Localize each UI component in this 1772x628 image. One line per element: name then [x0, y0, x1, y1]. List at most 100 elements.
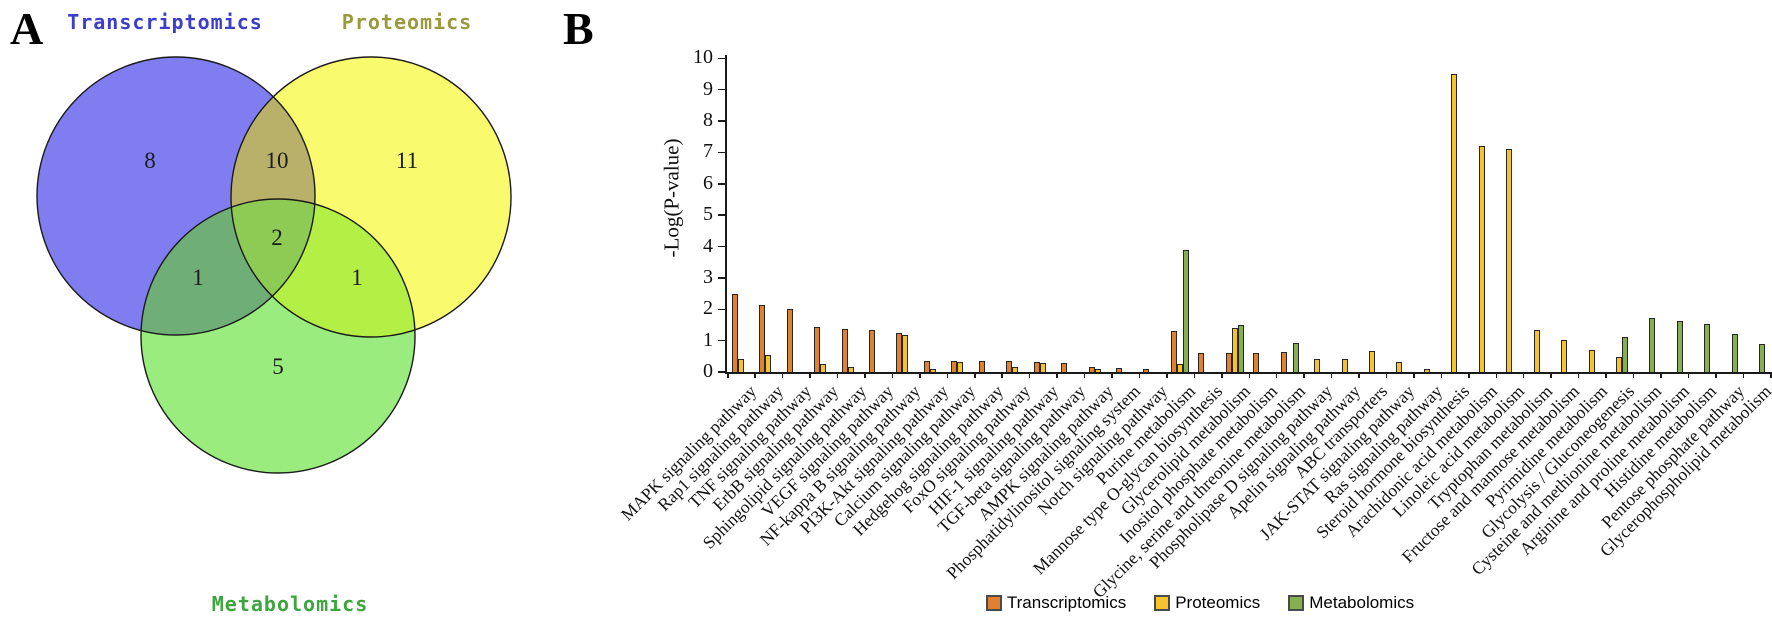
bar-transcriptomics [1006, 361, 1013, 372]
proteomics-swatch-icon [1154, 595, 1171, 611]
panel-b-label: B [563, 3, 594, 54]
bar-proteomics [1039, 363, 1046, 372]
bar-metabolomics [1704, 324, 1711, 372]
x-tick [754, 374, 756, 378]
bar-proteomics [1533, 330, 1540, 372]
x-tick [1303, 374, 1305, 378]
bar-transcriptomics [731, 294, 738, 372]
y-tick [718, 151, 726, 154]
bar-transcriptomics [1170, 331, 1177, 372]
bar-proteomics [1094, 369, 1101, 372]
y-tick [718, 277, 726, 279]
legend-label: Transcriptomics [1006, 593, 1127, 612]
venn-outline [140, 198, 416, 474]
bar-proteomics [1314, 359, 1321, 372]
venn-set-label-proteomics: Proteomics [342, 10, 472, 34]
y-tick [718, 339, 726, 342]
legend-item-proteomics: Proteomics [1154, 593, 1260, 613]
bar-metabolomics [1292, 343, 1299, 372]
x-tick [1221, 374, 1223, 378]
bar-metabolomics [1759, 344, 1766, 372]
x-tick [1385, 374, 1388, 378]
panel-a-label: A [10, 3, 44, 54]
bar-transcriptomics [1088, 367, 1095, 372]
bar-proteomics [737, 359, 744, 372]
x-tick [1550, 374, 1552, 378]
x-tick [836, 374, 839, 378]
bar-transcriptomics [1061, 363, 1068, 372]
venn-outline [36, 56, 316, 336]
y-tick [718, 214, 726, 216]
bar-proteomics [1012, 367, 1019, 372]
bar-transcriptomics [1143, 369, 1150, 372]
legend-label: Metabolomics [1309, 593, 1415, 612]
x-tick [1522, 374, 1525, 378]
x-tick [1660, 374, 1662, 378]
x-tick [1193, 374, 1196, 378]
venn-count-all-three: 2 [271, 225, 283, 250]
x-tick [1028, 374, 1031, 378]
y-tick [718, 57, 726, 60]
x-tick [1001, 374, 1003, 378]
x-tick [1577, 374, 1580, 378]
bar-proteomics [902, 335, 909, 372]
x-tick [1358, 374, 1360, 378]
x-tick [946, 374, 949, 378]
venn-count-proteomics-metabolomics: 1 [351, 265, 363, 290]
venn-overlap-transcriptomics-metabolomics [141, 199, 315, 335]
venn-count-proteomics-only: 11 [396, 148, 418, 173]
x-tick [727, 374, 729, 378]
x-tick [1495, 374, 1498, 378]
legend-label: Proteomics [1175, 593, 1261, 612]
bar-transcriptomics [786, 309, 793, 372]
bar-transcriptomics [1225, 353, 1232, 372]
transcriptomics-swatch-icon [985, 595, 1002, 611]
x-tick [1770, 374, 1772, 378]
venn-count-transcriptomics-only: 8 [144, 148, 156, 173]
venn-count-transcriptomics-metabolomics: 1 [192, 265, 204, 290]
y-tick-label: 6 [703, 171, 713, 194]
x-tick [1715, 374, 1717, 378]
x-tick [1330, 374, 1333, 378]
y-tick [718, 245, 726, 248]
bar-proteomics [1451, 74, 1458, 372]
bar-proteomics [1423, 369, 1430, 372]
venn-outline [230, 56, 512, 338]
x-tick [1687, 374, 1690, 378]
venn-set-label-metabolomics: Metabolomics [212, 592, 369, 616]
y-tick-label: 3 [703, 265, 713, 288]
venn-count-metabolomics-only: 5 [272, 354, 284, 379]
y-tick [718, 120, 726, 122]
x-tick [974, 374, 976, 378]
x-tick [1413, 374, 1415, 378]
bar-proteomics [820, 364, 827, 372]
bar-transcriptomics [1280, 352, 1287, 372]
venn-set-label-transcriptomics: Transcriptomics [67, 10, 263, 34]
y-tick-label: 7 [703, 140, 713, 163]
x-tick [1632, 374, 1635, 378]
y-axis-line [725, 55, 727, 374]
y-tick [718, 183, 726, 185]
bar-transcriptomics [978, 361, 985, 372]
bar-proteomics [1506, 149, 1513, 372]
bar-proteomics [1396, 362, 1403, 372]
bar-transcriptomics [951, 361, 958, 372]
bar-proteomics [847, 367, 854, 372]
venn-count-transcriptomics-proteomics: 10 [266, 148, 289, 173]
bar-transcriptomics [1198, 353, 1205, 372]
bar-transcriptomics [841, 329, 848, 372]
bar-transcriptomics [1033, 362, 1040, 372]
x-tick [1742, 374, 1745, 378]
x-tick [781, 374, 784, 378]
bar-transcriptomics [1253, 353, 1260, 372]
bar-proteomics [1369, 351, 1375, 372]
bar-metabolomics [1237, 325, 1244, 372]
x-tick [864, 374, 866, 378]
bar-metabolomics [1731, 334, 1738, 372]
bar-transcriptomics [759, 305, 766, 372]
y-tick-label: 2 [703, 297, 713, 320]
x-tick [1083, 374, 1086, 378]
x-tick [1275, 374, 1278, 378]
